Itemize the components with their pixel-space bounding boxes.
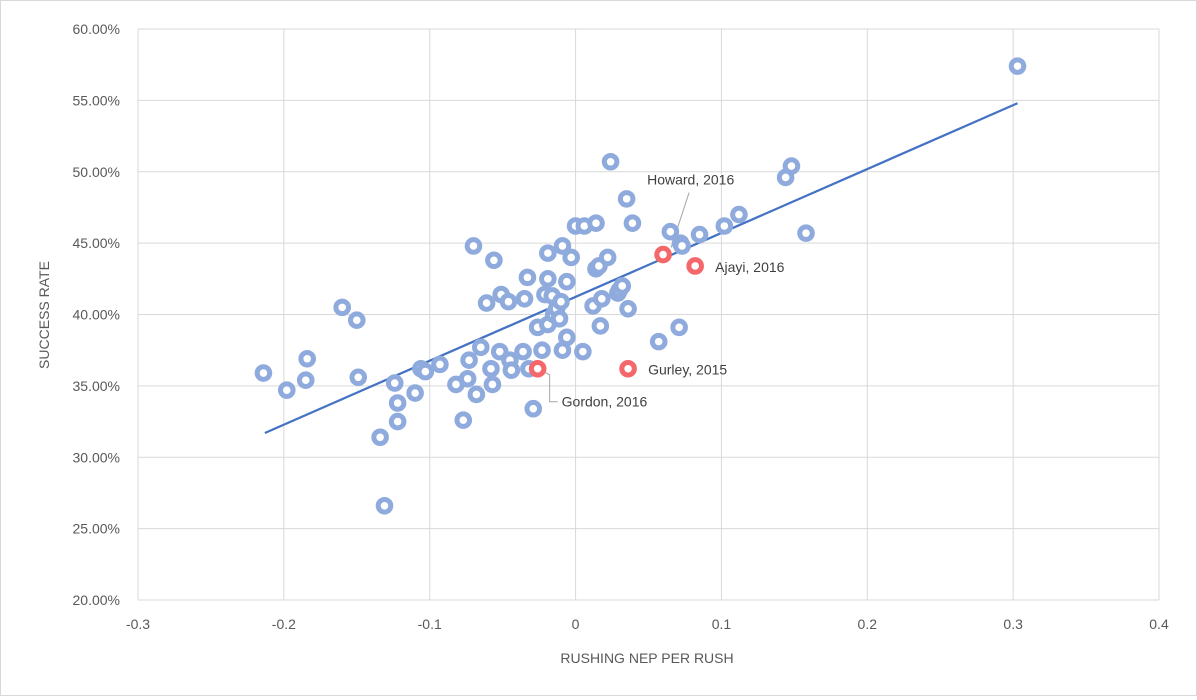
scatter-point (333, 298, 352, 317)
scatter-point (485, 251, 503, 270)
point-label: Gordon, 2016 (562, 394, 648, 410)
scatter-point (670, 318, 688, 337)
scatter-point (471, 338, 490, 357)
x-tick-label: 0.1 (712, 616, 732, 632)
x-tick-label: 0.3 (1003, 616, 1023, 632)
y-tick-label: 40.00% (73, 307, 120, 323)
scatter-point (558, 272, 576, 291)
scatter-point (524, 399, 543, 418)
x-axis-title: RUSHING NEP PER RUSH (560, 650, 733, 666)
y-tick-label: 25.00% (73, 521, 120, 537)
scatter-point (601, 152, 620, 171)
scatter-point (539, 270, 557, 288)
x-tick-label: -0.3 (126, 616, 150, 632)
scatter-point (464, 237, 483, 255)
y-tick-label: 55.00% (73, 92, 120, 108)
scatter-point (553, 237, 572, 255)
highlighted-points (528, 245, 704, 378)
scatter-point (347, 311, 366, 330)
scatter-point (416, 362, 435, 381)
scatter-point (623, 214, 642, 232)
x-tick-label: 0.4 (1149, 616, 1169, 632)
scatter-point (539, 244, 557, 262)
scatter-point (550, 309, 569, 328)
scatter-point (518, 268, 537, 287)
y-axis-tick-labels: 20.00% 25.00% 30.00% 35.00% 40.00% 45.00% 50.0… (73, 21, 120, 608)
scatter-point (574, 342, 592, 361)
grid-lines (137, 28, 1160, 601)
data-points (254, 57, 1027, 515)
scatter-point (730, 205, 748, 224)
scatter-point (514, 342, 532, 361)
scatter-point (533, 341, 551, 359)
point-labels: Gordon, 2016 Howard, 2016 Ajayi, 2016 Gurle… (562, 172, 785, 410)
scatter-point (515, 289, 534, 308)
x-tick-label: 0 (572, 616, 580, 632)
point-label: Howard, 2016 (647, 172, 734, 188)
scatter-point (613, 277, 632, 295)
scatter-point (587, 214, 605, 232)
scatter-point (552, 292, 570, 311)
scatter-point (371, 428, 389, 447)
highlighted-point (619, 359, 637, 378)
scatter-point (388, 394, 407, 412)
scatter-point (502, 361, 521, 379)
point-label: Gurley, 2015 (648, 362, 727, 378)
scatter-point (406, 384, 424, 402)
scatter-point (562, 248, 580, 267)
y-tick-label: 45.00% (73, 235, 120, 251)
x-tick-label: -0.2 (272, 616, 296, 632)
y-tick-label: 30.00% (73, 449, 120, 465)
scatter-point (375, 496, 394, 515)
scatter-point (388, 412, 407, 431)
x-tick-label: -0.1 (418, 616, 442, 632)
scatter-point (591, 317, 610, 335)
scatter-point (460, 351, 478, 369)
scatter-point (499, 292, 518, 311)
scatter-point (619, 299, 637, 318)
scatter-point (593, 289, 611, 308)
leader-line (545, 372, 558, 403)
scatter-point (598, 248, 617, 267)
scatter-point (477, 294, 496, 312)
y-axis-title: SUCCESS RATE (36, 261, 52, 369)
scatter-point (454, 411, 473, 429)
scatter-point (349, 368, 368, 387)
y-tick-label: 60.00% (73, 21, 120, 37)
scatter-point (254, 364, 273, 382)
scatter-point (797, 224, 815, 242)
scatter-point (298, 349, 316, 368)
scatter-point (776, 168, 795, 187)
scatter-point (490, 342, 509, 361)
scatter-point (296, 371, 315, 389)
trendline (264, 102, 1018, 435)
scatter-point (1008, 57, 1027, 75)
scatter-point (458, 369, 477, 388)
scatter-point (277, 381, 296, 399)
x-tick-label: 0.2 (858, 616, 878, 632)
scatter-point (558, 328, 576, 347)
y-tick-label: 35.00% (73, 378, 120, 394)
scatter-point (649, 332, 668, 351)
y-tick-label: 20.00% (73, 592, 120, 608)
scatter-point (385, 374, 404, 392)
scatter-point (467, 385, 486, 404)
y-tick-label: 50.00% (73, 164, 120, 180)
highlighted-point (654, 245, 672, 264)
scatter-point (483, 375, 502, 394)
point-label: Ajayi, 2016 (715, 259, 784, 275)
scatter-point (673, 237, 691, 255)
highlighted-point (686, 257, 704, 275)
scatter-point (431, 355, 449, 374)
scatter-point (690, 225, 709, 244)
scatter-point (617, 190, 636, 208)
highlighted-point (528, 359, 547, 378)
x-axis-tick-labels: -0.3 -0.2 -0.1 0 0.1 0.2 0.3 0.4 (126, 616, 1169, 632)
scatter-point (661, 222, 680, 241)
scatter-point (482, 359, 500, 378)
scatter-point (715, 217, 734, 235)
